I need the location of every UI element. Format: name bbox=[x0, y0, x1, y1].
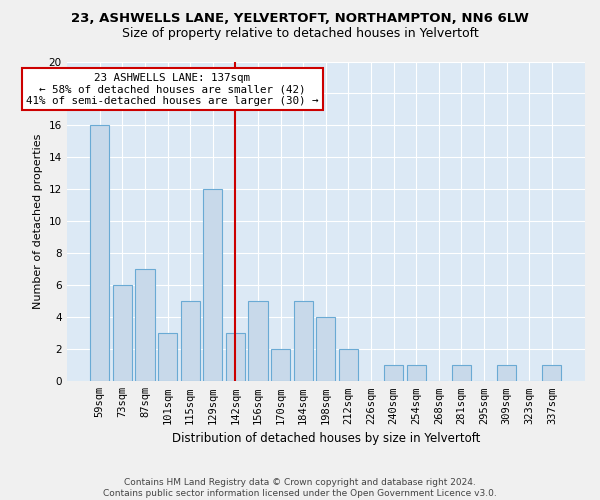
Bar bbox=[497, 366, 516, 382]
Text: Contains HM Land Registry data © Crown copyright and database right 2024.
Contai: Contains HM Land Registry data © Crown c… bbox=[103, 478, 497, 498]
Bar bbox=[339, 350, 358, 382]
Text: 23 ASHWELLS LANE: 137sqm
← 58% of detached houses are smaller (42)
41% of semi-d: 23 ASHWELLS LANE: 137sqm ← 58% of detach… bbox=[26, 72, 319, 106]
Bar bbox=[316, 318, 335, 382]
Bar bbox=[181, 302, 200, 382]
Bar bbox=[90, 126, 109, 382]
Text: Size of property relative to detached houses in Yelvertoft: Size of property relative to detached ho… bbox=[122, 28, 478, 40]
Bar bbox=[384, 366, 403, 382]
Bar bbox=[542, 366, 562, 382]
Bar bbox=[452, 366, 471, 382]
Bar bbox=[226, 334, 245, 382]
Bar bbox=[407, 366, 426, 382]
Bar bbox=[293, 302, 313, 382]
Y-axis label: Number of detached properties: Number of detached properties bbox=[33, 134, 43, 309]
Bar bbox=[271, 350, 290, 382]
Bar bbox=[158, 334, 177, 382]
X-axis label: Distribution of detached houses by size in Yelvertoft: Distribution of detached houses by size … bbox=[172, 432, 480, 445]
Bar bbox=[203, 190, 223, 382]
Bar bbox=[248, 302, 268, 382]
Bar bbox=[113, 286, 132, 382]
Bar bbox=[136, 270, 155, 382]
Text: 23, ASHWELLS LANE, YELVERTOFT, NORTHAMPTON, NN6 6LW: 23, ASHWELLS LANE, YELVERTOFT, NORTHAMPT… bbox=[71, 12, 529, 26]
